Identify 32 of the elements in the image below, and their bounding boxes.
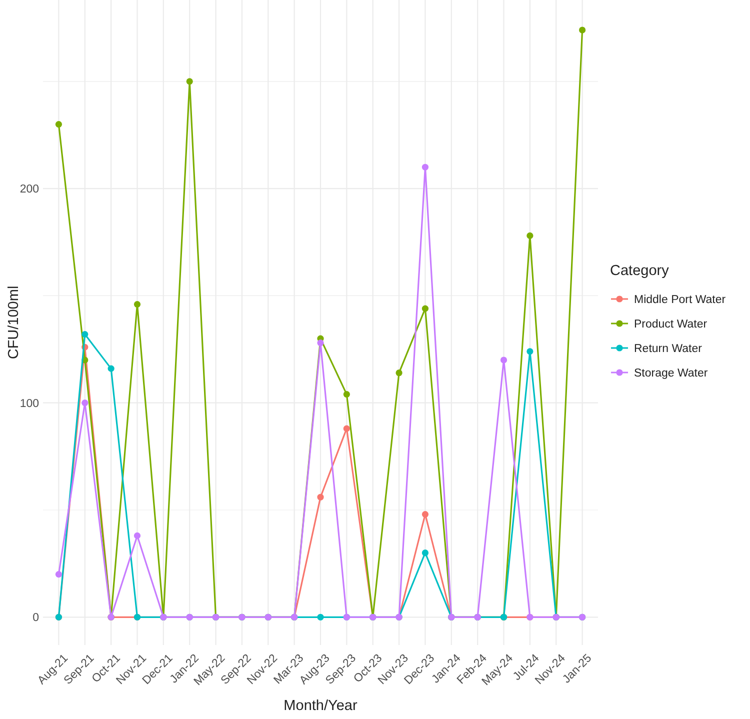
legend-label: Middle Port Water — [634, 294, 726, 306]
point — [134, 532, 141, 540]
point — [422, 164, 429, 170]
point — [578, 26, 586, 34]
y-tick-label: 200 — [20, 184, 39, 196]
point — [343, 425, 350, 432]
legend-label: Product Water — [634, 318, 708, 331]
point — [55, 120, 62, 128]
legend-title: Category — [610, 263, 670, 279]
point — [82, 330, 88, 338]
point — [343, 390, 350, 398]
y-tick-label: 100 — [20, 398, 39, 410]
point — [526, 348, 534, 355]
point — [186, 78, 193, 85]
point — [422, 305, 429, 312]
point — [82, 400, 88, 406]
point — [500, 356, 508, 364]
point — [422, 510, 429, 518]
point — [422, 550, 429, 556]
point — [317, 494, 324, 500]
point — [108, 365, 114, 372]
point — [317, 614, 324, 620]
point — [526, 232, 534, 240]
point — [396, 370, 402, 376]
point — [134, 300, 141, 308]
legend-label: Return Water — [634, 343, 702, 356]
point — [55, 570, 62, 578]
x-axis-title: Month/Year — [284, 698, 358, 714]
point — [317, 340, 324, 346]
legend-label: Storage Water — [634, 368, 708, 380]
y-axis-title: CFU/100ml — [6, 286, 22, 360]
y-tick-label: 0 — [32, 612, 39, 624]
